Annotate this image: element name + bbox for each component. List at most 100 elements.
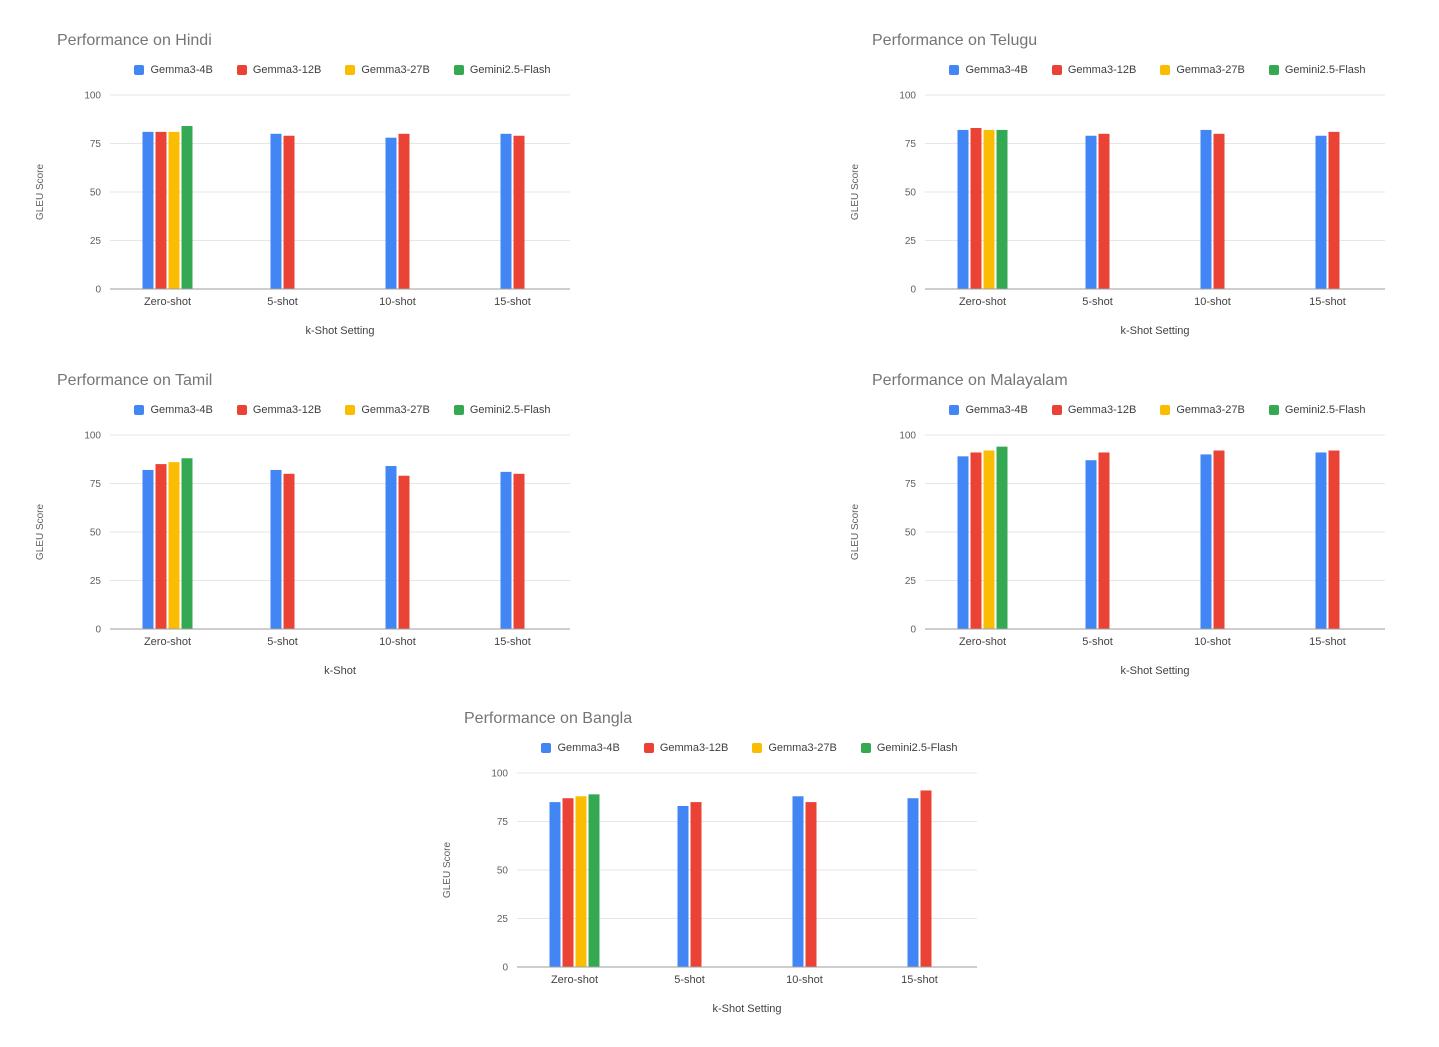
bar-Gemini2.5-Flash-Zero-shot [996,446,1008,629]
legend-item: Gemma3-4B [949,64,1028,76]
legend-item: Gemini2.5-Flash [1268,404,1366,416]
bar-Gemini2.5-Flash-Zero-shot [181,458,193,629]
legend-swatch-icon [1051,65,1062,75]
chart-title: Performance on Malayalam [872,372,1068,389]
y-tick-label: 25 [90,576,102,587]
chart-legend: Gemma3-4B Gemma3-12B Gemma3-27B Gemini2.5-F… [517,742,982,754]
legend-swatch-icon [1160,65,1171,75]
legend-swatch-icon [453,405,464,415]
bar-Gemma3-27B-Zero-shot [983,129,995,289]
y-tick-label: 0 [910,625,916,636]
legend-item: Gemma3-27B [1160,64,1245,76]
bar-Gemma3-12B-15-shot [1328,450,1340,629]
bar-Gemma3-4B-10-shot [385,137,397,289]
bar-Gemma3-12B-5-shot [690,802,702,967]
bar-Gemma3-12B-5-shot [1098,452,1110,629]
chart-plot-area: 0 25 50 75 100 Zero-shot 5-shot 10-shot 15-shot G… [850,91,1385,337]
legend-swatch-icon [134,65,145,75]
y-tick-label: 0 [95,625,101,636]
legend-label: Gemini2.5-Flash [1284,64,1366,76]
y-tick-label: 75 [905,139,917,150]
y-tick-label: 100 [84,431,101,442]
chart-malayalam: Performance on Malayalam Gemma3-4B Gemma3… [845,360,1390,692]
y-tick-label: 0 [910,285,916,296]
x-axis-title: k-Shot Setting [305,325,374,337]
chart-legend: Gemma3-4B Gemma3-12B Gemma3-27B Gemini2.5-F… [110,64,575,76]
y-tick-label: 75 [90,139,102,150]
legend-swatch-icon [345,405,356,415]
bar-Gemma3-12B-5-shot [283,473,295,629]
x-axis-title: k-Shot Setting [712,1003,781,1015]
chart-plot-area: 0 25 50 75 100 Zero-shot 5-shot 10-shot 15-shot G… [850,431,1385,677]
legend-swatch-icon [949,405,960,415]
legend-swatch-icon [345,65,356,75]
legend-item: Gemini2.5-Flash [860,742,958,754]
chart-title: Performance on Tamil [57,372,213,389]
legend-swatch-icon [236,65,247,75]
y-axis-title: GLEU Score [35,163,46,220]
y-tick-label: 50 [497,866,509,877]
legend-label: Gemini2.5-Flash [876,742,958,754]
x-tick-label: 10-shot [786,974,823,986]
legend-swatch-icon [860,743,871,753]
x-tick-label: 10-shot [379,296,416,308]
chart-legend: Gemma3-4B Gemma3-12B Gemma3-27B Gemini2.5-F… [925,64,1390,76]
y-tick-label: 50 [90,528,102,539]
bar-Gemma3-4B-Zero-shot [957,129,969,289]
y-tick-label: 0 [502,963,508,974]
bar-Gemma3-12B-15-shot [920,790,932,967]
bar-Gemma3-27B-Zero-shot [983,450,995,629]
y-tick-label: 100 [84,91,101,102]
legend-swatch-icon [643,743,654,753]
y-tick-label: 50 [905,188,917,199]
legend-label: Gemma3-27B [361,64,430,76]
x-tick-label: 5-shot [1082,296,1113,308]
legend-swatch-icon [949,65,960,75]
x-tick-label: Zero-shot [551,974,598,986]
x-tick-label: Zero-shot [959,296,1006,308]
y-tick-label: 25 [905,576,917,587]
bar-Gemma3-4B-Zero-shot [549,802,561,967]
chart-plot-area: 0 25 50 75 100 Zero-shot 5-shot 10-shot 15-shot G… [442,769,977,1015]
legend-label: Gemini2.5-Flash [469,64,551,76]
x-tick-label: 15-shot [494,636,531,648]
legend-item: Gemma3-27B [752,742,837,754]
chart-title: Performance on Hindi [57,32,212,49]
legend-swatch-icon [453,65,464,75]
y-tick-label: 25 [90,236,102,247]
legend-item: Gemma3-4B [134,64,213,76]
legend-label: Gemma3-12B [252,404,322,416]
legend-item: Gemma3-27B [345,404,430,416]
legend-item: Gemma3-12B [1051,404,1137,416]
bar-Gemma3-12B-10-shot [398,133,410,289]
bar-Gemini2.5-Flash-Zero-shot [181,126,193,289]
legend-label: Gemma3-4B [965,64,1028,76]
legend-swatch-icon [1051,405,1062,415]
legend-label: Gemma3-27B [1176,64,1245,76]
bar-Gemma3-12B-15-shot [513,473,525,629]
legend-swatch-icon [1268,405,1279,415]
bar-Gemma3-27B-Zero-shot [168,462,180,629]
x-tick-label: 10-shot [379,636,416,648]
x-tick-label: 5-shot [674,974,705,986]
legend-swatch-icon [236,405,247,415]
chart-legend: Gemma3-4B Gemma3-12B Gemma3-27B Gemini2.5-F… [110,404,575,416]
legend-item: Gemma3-4B [541,742,620,754]
x-tick-label: 10-shot [1194,636,1231,648]
bar-Gemma3-4B-10-shot [792,796,804,967]
bar-Gemma3-4B-5-shot [1085,460,1097,629]
y-axis-title: GLEU Score [850,503,861,560]
legend-label: Gemma3-27B [361,404,430,416]
legend-label: Gemma3-12B [1067,404,1137,416]
legend-label: Gemma3-4B [150,404,213,416]
legend-item: Gemini2.5-Flash [1268,64,1366,76]
x-tick-label: 15-shot [494,296,531,308]
bar-Gemma3-27B-Zero-shot [575,796,587,967]
chart-bangla: Performance on Bangla Gemma3-4B Gemma3-12… [437,698,982,1030]
y-tick-label: 50 [90,188,102,199]
x-tick-label: 15-shot [1309,296,1346,308]
legend-item: Gemma3-4B [134,404,213,416]
legend-label: Gemini2.5-Flash [1284,404,1366,416]
bar-Gemma3-12B-Zero-shot [155,464,167,629]
bar-Gemma3-12B-Zero-shot [562,798,574,967]
